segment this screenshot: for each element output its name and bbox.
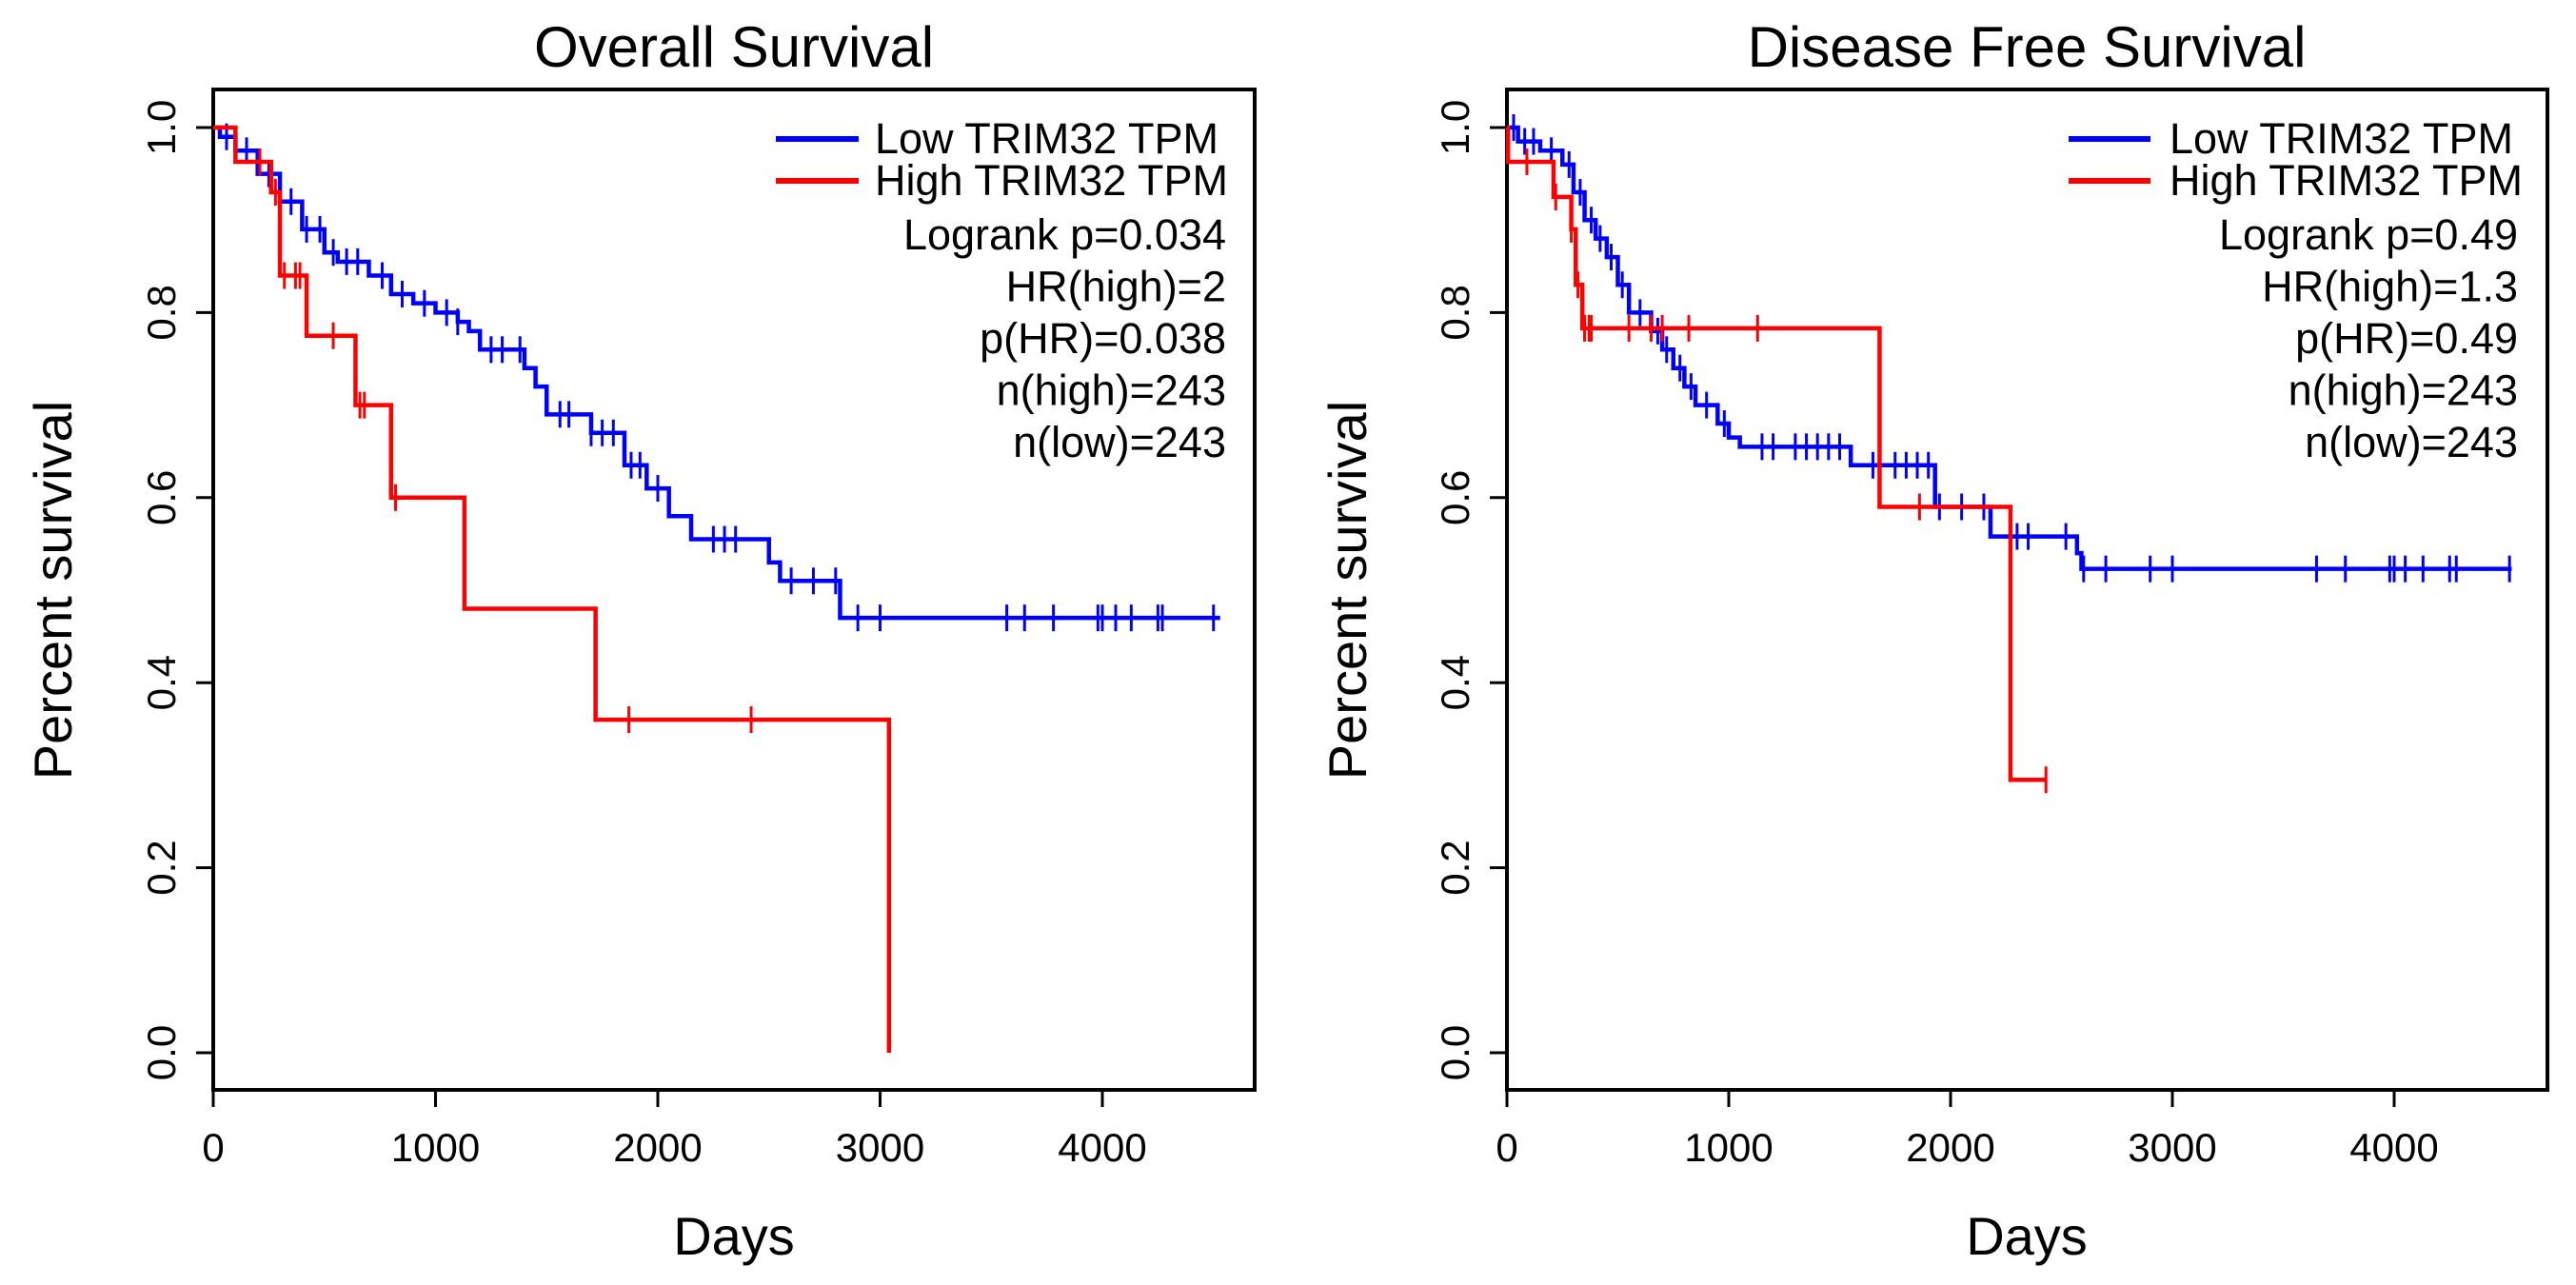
x-tick-label: 4000 [1058, 1125, 1146, 1170]
series-high [1505, 125, 2048, 794]
series-high [213, 125, 892, 1053]
y-tick-label: 0.0 [1433, 1025, 1477, 1080]
y-tick-label: 0.8 [139, 285, 184, 340]
x-tick-label: 3000 [2128, 1125, 2216, 1170]
stat-annotation: p(HR)=0.038 [980, 314, 1226, 363]
x-tick-label: 4000 [2349, 1125, 2438, 1170]
legend-label: Low TRIM32 TPM [2170, 114, 2513, 163]
series-low [1507, 114, 2512, 583]
stat-annotation: n(high)=243 [997, 366, 1226, 415]
stat-annotation: Logrank p=0.49 [2219, 210, 2518, 259]
stat-annotation: HR(high)=2 [1006, 263, 1226, 311]
x-tick-label: 0 [1496, 1125, 1517, 1170]
x-tick-label: 3000 [836, 1125, 924, 1170]
survival-curve [213, 125, 892, 1053]
stat-annotation: HR(high)=1.3 [2262, 263, 2518, 311]
x-tick-label: 1000 [1684, 1125, 1773, 1170]
overall-survival-panel: Overall Survival Days Percent survival 0… [23, 15, 1257, 1266]
stat-annotation: n(high)=243 [2289, 366, 2518, 415]
y-tick-label: 0.6 [139, 470, 184, 525]
x-tick-label: 2000 [1906, 1125, 1994, 1170]
legend-label: High TRIM32 TPM [875, 156, 1228, 205]
y-tick-label: 0.8 [1433, 285, 1477, 340]
legend-label: Low TRIM32 TPM [875, 114, 1219, 163]
y-axis-title: Percent survival [23, 401, 83, 780]
y-tick-label: 1.0 [1433, 100, 1477, 155]
x-axis-title: Days [673, 1206, 795, 1266]
disease-free-survival-panel: Disease Free Survival Days Percent survi… [1318, 15, 2549, 1266]
series-low [213, 123, 1220, 632]
y-tick-label: 0.6 [1433, 470, 1477, 525]
y-tick-label: 0.2 [139, 840, 184, 895]
plot-frame [1505, 88, 2549, 1092]
y-tick-label: 0.4 [1433, 655, 1477, 710]
stat-annotation: n(low)=243 [1013, 418, 1226, 466]
y-axis-title: Percent survival [1318, 401, 1377, 780]
x-tick-label: 0 [202, 1125, 224, 1170]
y-tick-label: 0.4 [139, 655, 184, 710]
legend-label: High TRIM32 TPM [2170, 156, 2523, 205]
stat-annotation: p(HR)=0.49 [2295, 314, 2518, 363]
x-tick-label: 2000 [613, 1125, 702, 1170]
y-tick-label: 1.0 [139, 100, 184, 155]
x-tick-label: 1000 [391, 1125, 480, 1170]
x-axis-title: Days [1966, 1206, 2088, 1266]
plot-frame [211, 88, 1257, 1092]
y-tick-label: 0.0 [139, 1025, 184, 1080]
stat-annotation: Logrank p=0.034 [903, 210, 1226, 259]
survival-curve [1505, 125, 2047, 782]
stat-annotation: n(low)=243 [2305, 418, 2518, 466]
chart-title: Disease Free Survival [1748, 15, 2307, 79]
y-tick-label: 0.2 [1433, 840, 1477, 895]
chart-title: Overall Survival [534, 15, 934, 79]
